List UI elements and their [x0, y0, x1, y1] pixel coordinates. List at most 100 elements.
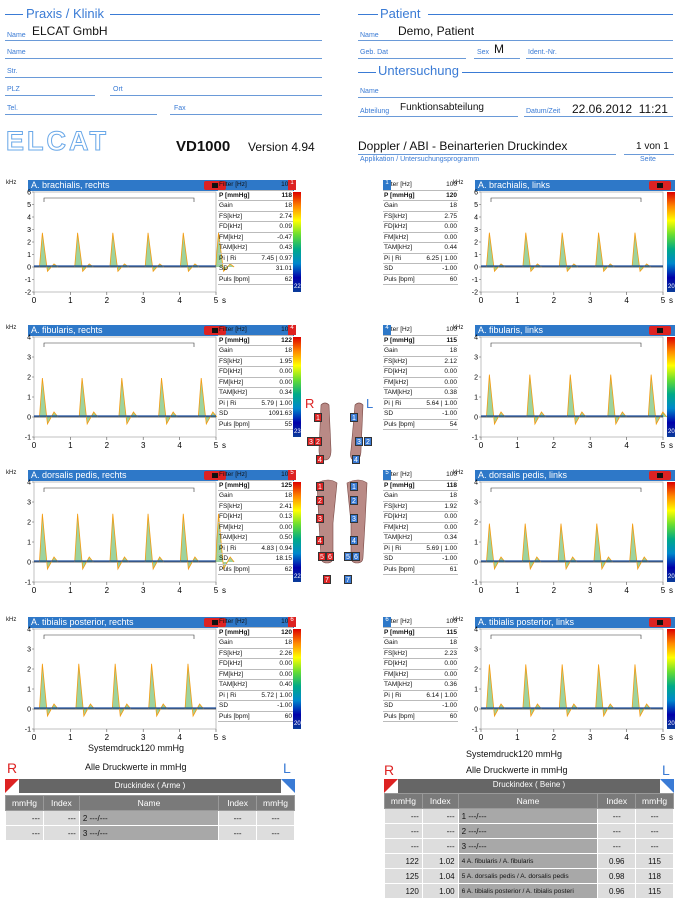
- measurement-table: Filter [Hz] 100 P [mmHg] 125 Gain 18 FS[kHz] 2.…: [218, 470, 293, 575]
- measurement-value: 120: [446, 191, 457, 199]
- measurement-label: Puls [bpm]: [384, 275, 415, 283]
- table-cell: 2 ---/---: [78, 810, 220, 826]
- measurement-label: P [mmHg]: [219, 336, 250, 344]
- measurement-row: Filter [Hz] 100: [218, 617, 293, 628]
- table-cell: ---: [256, 810, 295, 826]
- measurement-site-marker: 5: [344, 552, 352, 561]
- measurement-row: Puls [bpm] 54: [383, 420, 458, 430]
- color-scale-value: 20: [294, 721, 301, 727]
- abteilung-label: Abteilung: [360, 108, 390, 115]
- table-cell: ---: [421, 838, 459, 854]
- measurement-value: 122: [281, 336, 292, 344]
- x-unit-label: s: [222, 733, 226, 742]
- measurement-label: FM[kHz]: [384, 523, 409, 531]
- y-tick-label: 6: [474, 190, 478, 197]
- y-tick-label: 2: [474, 240, 478, 247]
- measurement-label: SD: [219, 702, 229, 709]
- measurement-site-marker: 1: [314, 413, 322, 422]
- y-tick-label: 1: [474, 395, 478, 402]
- waveform-fill: [39, 663, 204, 716]
- table-cell: ---: [256, 825, 295, 841]
- y-tick-label: 4: [27, 480, 31, 487]
- y-tick-label: 0: [474, 415, 478, 422]
- table-cell: ---: [384, 823, 423, 839]
- measurement-value: 0.13: [279, 513, 292, 520]
- table-cell: 115: [635, 883, 674, 899]
- x-tick-label: 4: [177, 296, 182, 305]
- measurement-row: TAM[kHz] 0.34: [218, 388, 293, 399]
- y-tick-label: 3: [27, 355, 31, 362]
- measurement-value: 0.50: [279, 534, 292, 541]
- x-tick-label: 0: [32, 733, 37, 742]
- table-cell: 0.96: [597, 883, 637, 899]
- measurement-site-marker: 5: [318, 552, 326, 561]
- waveform-line: [39, 663, 204, 718]
- measurement-row: Pi | Ri 5.64 | 1.00: [383, 399, 458, 409]
- y-tick-label: 3: [474, 227, 478, 234]
- measurement-row: Filter [Hz] 100: [383, 180, 458, 191]
- measurement-value: 0.00: [279, 670, 292, 678]
- measurement-value: 2.26: [279, 649, 292, 657]
- measurement-value: 118: [281, 191, 293, 199]
- measurement-row: Pi | Ri 6.14 | 1.00: [383, 691, 458, 701]
- measurement-value: 0.40: [279, 681, 292, 688]
- y-tick-label: 0: [27, 265, 31, 272]
- measurement-row: Pi | Ri 5.69 | 1.00: [383, 544, 458, 554]
- plot-frame: [33, 481, 217, 583]
- table-cell: ---: [421, 823, 459, 839]
- column-header: mmHg: [635, 793, 674, 809]
- color-scale-value: 22: [294, 284, 301, 290]
- cycle-bracket: [43, 634, 195, 639]
- measurement-label: Filter [Hz]: [219, 618, 247, 625]
- y-tick-label: 3: [474, 647, 478, 654]
- measurement-label: SD: [384, 555, 394, 562]
- y-tick-label: 0: [474, 707, 478, 714]
- patient-title: Patient: [380, 6, 421, 21]
- cycle-bracket: [490, 342, 642, 347]
- measurement-row: Filter [Hz] 100: [218, 470, 293, 481]
- praxis-ort-label: Ort: [113, 86, 123, 93]
- color-scale-bar: [667, 629, 675, 729]
- color-scale-value: 23: [294, 429, 301, 435]
- measurement-row: SD 1091.63: [218, 409, 293, 420]
- measurement-label: FM[kHz]: [384, 378, 409, 386]
- y-tick-label: -1: [25, 727, 31, 734]
- x-tick-label: 4: [177, 733, 182, 742]
- measurement-value: -0.47: [277, 233, 292, 241]
- measurement-row: SD -1.00: [383, 409, 458, 420]
- measurement-row: SD -1.00: [218, 701, 293, 712]
- waveform-line: [39, 232, 235, 273]
- x-tick-label: 0: [32, 586, 37, 595]
- probe-icon: [649, 618, 671, 627]
- patient-geb-label: Geb. Dat: [360, 49, 389, 56]
- probe-icon: [649, 471, 671, 480]
- y-tick-label: -1: [25, 277, 31, 284]
- measurement-label: FD[kHz]: [219, 513, 243, 520]
- x-unit-label: s: [669, 441, 673, 450]
- x-tick-label: 0: [32, 296, 37, 305]
- measurement-label: Pi | Ri: [219, 399, 237, 407]
- y-tick-label: 3: [474, 500, 478, 507]
- y-tick-label: 2: [27, 667, 31, 674]
- x-tick-label: 3: [588, 296, 593, 305]
- measurement-label: Gain: [219, 202, 233, 209]
- beine-table: mmHg Index Name Index mmHg --- --- 1 ---/--- --…: [384, 793, 674, 899]
- measurement-row: Gain 18: [218, 491, 293, 502]
- y-tick-label: 4: [474, 335, 478, 342]
- measurement-value: 5.72 | 1.00: [261, 691, 292, 699]
- y-tick-label: 3: [27, 647, 31, 654]
- measurement-value: 60: [284, 712, 292, 720]
- praxis-fax-label: Fax: [174, 105, 186, 112]
- waveform-fill: [486, 664, 651, 716]
- y-tick-label: 4: [27, 215, 31, 222]
- column-header: Index: [421, 793, 459, 809]
- table-cell: ---: [635, 838, 674, 854]
- x-tick-label: 4: [624, 296, 629, 305]
- measurement-label: Pi | Ri: [384, 691, 402, 699]
- measurement-label: Pi | Ri: [219, 254, 237, 262]
- measurement-row: Filter [Hz] 100: [383, 617, 458, 628]
- measurement-row: Gain 18: [383, 638, 458, 649]
- measurement-value: 0.36: [444, 681, 457, 688]
- x-tick-label: 5: [661, 586, 666, 595]
